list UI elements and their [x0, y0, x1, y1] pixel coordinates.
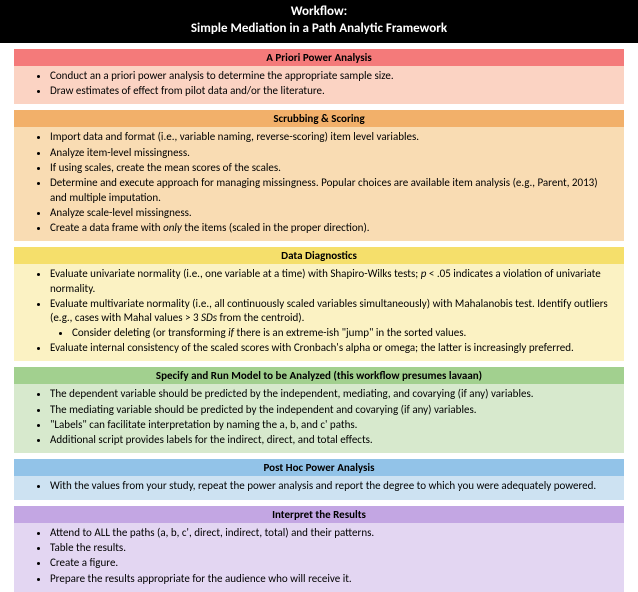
list-item: Conduct an a priori power analysis to de… — [50, 69, 608, 83]
list-item: The dependent variable should be predict… — [50, 387, 608, 401]
list-item: Create a figure. — [50, 556, 608, 570]
section-title: Post Hoc Power Analysis — [14, 459, 624, 476]
list-item: Table the results. — [50, 541, 608, 555]
section-body: Conduct an a priori power analysis to de… — [14, 66, 624, 105]
header-line2: Simple Mediation in a Path Analytic Fram… — [0, 21, 638, 38]
list-item: Evaluate multivariate normality (i.e., a… — [50, 297, 608, 340]
section: Specify and Run Model to be Analyzed (th… — [14, 367, 624, 453]
section-body: The dependent variable should be predict… — [14, 384, 624, 453]
section-title: Data Diagnostics — [14, 247, 624, 264]
section-title: Specify and Run Model to be Analyzed (th… — [14, 367, 624, 384]
header-line1: Workflow: — [0, 4, 638, 21]
list-subitem: Consider deleting (or transforming if th… — [72, 326, 608, 340]
list-item: The mediating variable should be predict… — [50, 403, 608, 417]
list-item: Evaluate internal consistency of the sca… — [50, 341, 608, 355]
sections-container: A Priori Power Analysis Conduct an a prio… — [0, 49, 638, 592]
section-body: With the values from your study, repeat … — [14, 476, 624, 499]
list-item: Draw estimates of effect from pilot data… — [50, 84, 608, 98]
list-item: "Labels" can facilitate interpretation b… — [50, 418, 608, 432]
section: Scrubbing & Scoring Import data and forma… — [14, 110, 624, 241]
section-body: Attend to ALL the paths (a, b, c', direc… — [14, 523, 624, 592]
list-item: With the values from your study, repeat … — [50, 479, 608, 493]
section: A Priori Power Analysis Conduct an a prio… — [14, 49, 624, 105]
list-item: Attend to ALL the paths (a, b, c', direc… — [50, 526, 608, 540]
section: Post Hoc Power Analysis With the values f… — [14, 459, 624, 499]
section-title: Scrubbing & Scoring — [14, 110, 624, 127]
section-title: Interpret the Results — [14, 506, 624, 523]
section: Data Diagnostics Evaluate univariate norm… — [14, 247, 624, 361]
list-item: Analyze item-level missingness. — [50, 146, 608, 160]
list-item: Analyze scale-level missingness. — [50, 206, 608, 220]
section-body: Evaluate univariate normality (i.e., one… — [14, 264, 624, 361]
section-title: A Priori Power Analysis — [14, 49, 624, 66]
section-body: Import data and format (i.e., variable n… — [14, 127, 624, 241]
list-item: Additional script provides labels for th… — [50, 433, 608, 447]
list-item: Evaluate univariate normality (i.e., one… — [50, 267, 608, 296]
list-item: Create a data frame with only the items … — [50, 221, 608, 235]
workflow-header: Workflow: Simple Mediation in a Path Ana… — [0, 0, 638, 43]
list-item: If using scales, create the mean scores … — [50, 161, 608, 175]
list-item: Prepare the results appropriate for the … — [50, 572, 608, 586]
section: Interpret the Results Attend to ALL the p… — [14, 506, 624, 592]
list-item: Determine and execute approach for manag… — [50, 176, 608, 205]
list-item: Import data and format (i.e., variable n… — [50, 130, 608, 144]
